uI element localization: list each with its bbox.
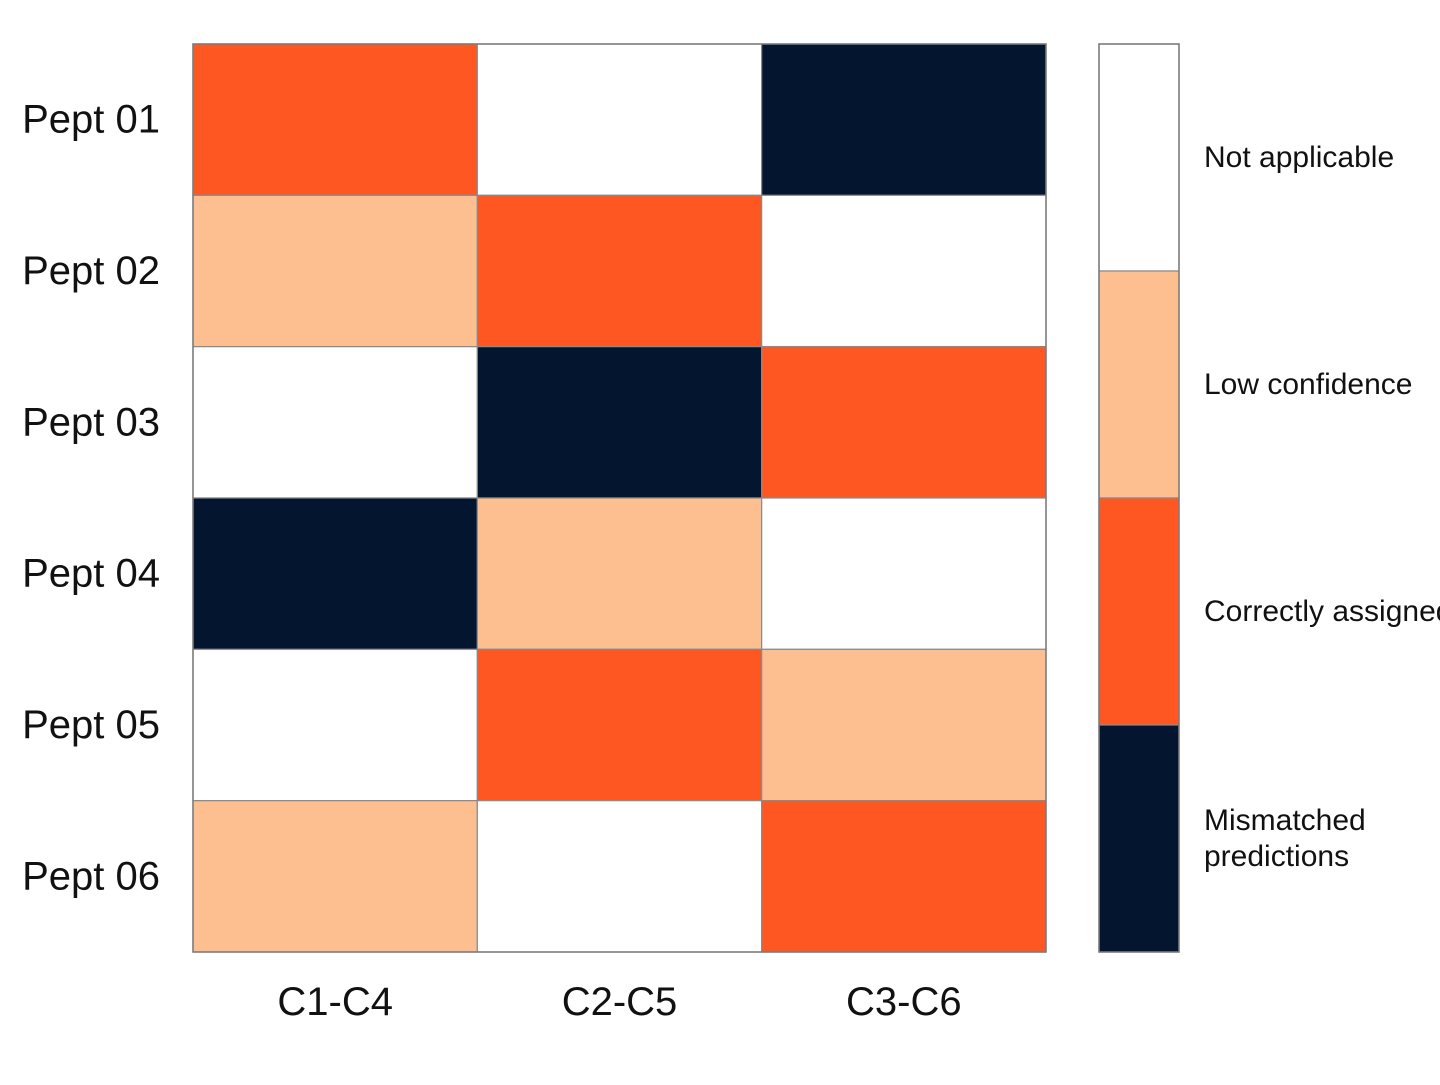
- row-label-pept-02: Pept 02: [22, 249, 160, 293]
- legend: Not applicable Low confidence Correctly as…: [1098, 43, 1440, 953]
- column-label-c1-c4: C1-C4: [277, 980, 393, 1024]
- legend-label-correctly-assigned: Correctly assigned: [1204, 595, 1440, 628]
- legend-label-mismatched-predictions-line-2: predictions: [1204, 840, 1349, 873]
- heatmap-cell-pept-04-c3-c6: [761, 497, 1047, 650]
- heatmap-border: [192, 43, 1047, 953]
- row-label-pept-01: Pept 01: [22, 98, 160, 142]
- heatmap-cell-pept-05-c2-c5: [476, 648, 763, 802]
- row-label-pept-04: Pept 04: [22, 552, 160, 596]
- heatmap-cell-pept-05-c1-c4: [192, 648, 478, 802]
- row-label-pept-06: Pept 06: [22, 854, 160, 898]
- heatmap-cell-pept-02-c1-c4: [192, 194, 478, 348]
- legend-label-low-confidence: Low confidence: [1204, 368, 1412, 401]
- row-label-pept-03: Pept 03: [22, 400, 160, 444]
- heatmap-cell-pept-03-c2-c5: [476, 346, 763, 499]
- heatmap-cell-pept-06-c1-c4: [192, 800, 478, 953]
- row-label-pept-05: Pept 05: [22, 703, 160, 747]
- legend-swatch-mismatched-predictions: [1098, 724, 1180, 953]
- row-labels: Pept 01 Pept 02 Pept 03 Pept 04 Pept 05 Pept …: [22, 98, 160, 899]
- heatmap-cell-pept-05-c3-c6: [761, 648, 1047, 802]
- heatmap-cell-pept-01-c1-c4: [192, 43, 478, 196]
- heatmap-cell-pept-02-c2-c5: [476, 194, 763, 348]
- heatmap-cell-pept-03-c3-c6: [761, 346, 1047, 499]
- column-labels: C1-C4 C2-C5 C3-C6: [277, 980, 961, 1024]
- heatmap-cell-pept-01-c3-c6: [761, 43, 1047, 196]
- heatmap-cell-pept-04-c2-c5: [476, 497, 763, 650]
- legend-swatch-not-applicable: [1098, 43, 1180, 272]
- legend-label-mismatched-predictions-line-1: Mismatched: [1204, 804, 1366, 837]
- heatmap-cell-pept-02-c3-c6: [761, 194, 1047, 348]
- legend-swatch-low-confidence: [1098, 270, 1180, 499]
- legend-label-not-applicable: Not applicable: [1204, 141, 1394, 174]
- column-label-c3-c6: C3-C6: [846, 980, 962, 1024]
- heatmap-cell-pept-03-c1-c4: [192, 346, 478, 499]
- heatmap-cell-pept-06-c2-c5: [476, 800, 763, 953]
- heatmap-cell-pept-01-c2-c5: [476, 43, 763, 196]
- column-label-c2-c5: C2-C5: [562, 980, 678, 1024]
- legend-border: [1098, 43, 1180, 953]
- heatmap-cell-pept-04-c1-c4: [192, 497, 478, 650]
- heatmap-cells: [192, 43, 1047, 953]
- heatmap-cell-pept-06-c3-c6: [761, 800, 1047, 953]
- legend-swatch-correctly-assigned: [1098, 497, 1180, 726]
